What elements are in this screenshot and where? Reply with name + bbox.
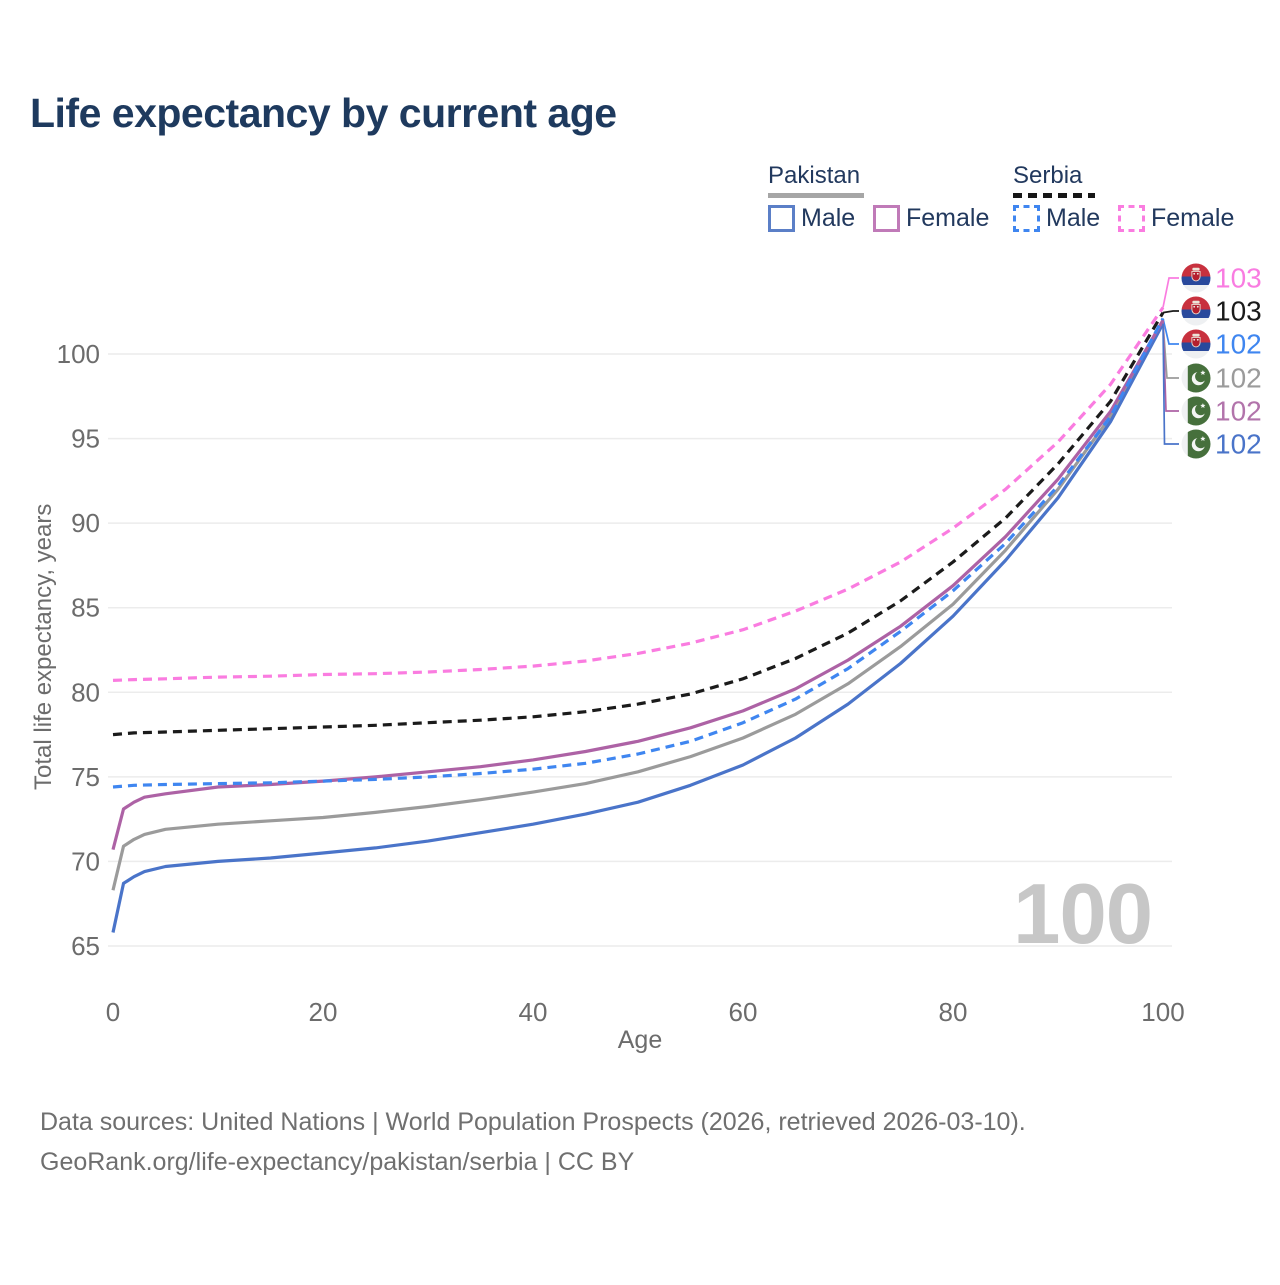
legend-group-pakistan-label: Pakistan (768, 162, 861, 189)
legend-group-pakistan: Pakistan (768, 162, 864, 198)
end-value-label-serbia-all: 103 (1215, 296, 1262, 327)
current-age-watermark: 100 (1013, 867, 1153, 962)
series-line-pakistan-all[interactable] (111, 321, 1165, 891)
x-tick-label-0: 0 (106, 997, 120, 1027)
x-tick-label-60: 60 (729, 997, 758, 1027)
x-tick-label-40: 40 (519, 997, 548, 1027)
legend-item-label: Male (801, 204, 856, 232)
y-tick-label-100: 100 (57, 339, 100, 369)
y-tick-label-80: 80 (71, 677, 100, 707)
legend-item-serbia-male[interactable]: Male (1013, 204, 1100, 233)
y-tick-label-85: 85 (71, 593, 100, 623)
legend-group-serbia-label: Serbia (1013, 162, 1083, 189)
series-line-serbia-female[interactable] (112, 306, 1165, 682)
legend-item-label: Female (1151, 204, 1235, 232)
end-value-label-serbia-male: 102 (1215, 329, 1262, 360)
series-line-serbia-all[interactable] (112, 311, 1165, 737)
legend-item-pakistan-female[interactable]: Female (873, 204, 989, 233)
legend-item-serbia-female[interactable]: Female (1118, 204, 1234, 233)
serbia-male-swatch-icon (1013, 205, 1040, 232)
leader-line-serbia-female (1162, 277, 1179, 308)
y-axis-title: Total life expectancy, years (30, 503, 57, 790)
y-tick-label-75: 75 (71, 762, 100, 792)
legend-item-label: Male (1046, 204, 1101, 232)
serbia-flag-icon (1181, 329, 1211, 359)
footer-data-sources: Data sources: United Nations | World Pop… (40, 1108, 1026, 1136)
leader-line-serbia-male (1162, 318, 1179, 345)
end-value-label-pakistan-female: 102 (1215, 396, 1262, 427)
legend-group-serbia: Serbia (1013, 162, 1095, 198)
pakistan-flag-icon (1181, 363, 1211, 393)
y-tick-label-95: 95 (71, 424, 100, 454)
page-title: Life expectancy by current age (30, 90, 617, 136)
legend-item-label: Female (906, 204, 990, 232)
pakistan-female-swatch-icon (873, 205, 900, 232)
end-value-label-pakistan-male: 102 (1215, 429, 1262, 460)
series-line-pakistan-male[interactable] (111, 322, 1165, 933)
legend-item-pakistan-male[interactable]: Male (768, 204, 855, 233)
end-value-label-serbia-female: 103 (1215, 263, 1262, 294)
pakistan-line-style-sample (768, 193, 864, 198)
series-line-pakistan-female[interactable] (111, 319, 1165, 851)
pakistan-flag-icon (1181, 429, 1211, 459)
series-line-serbia-male[interactable] (112, 317, 1165, 789)
serbia-female-swatch-icon (1118, 205, 1145, 232)
y-tick-label-70: 70 (71, 846, 100, 876)
pakistan-flag-icon (1181, 396, 1211, 426)
footer: Data sources: United Nations | World Pop… (40, 1102, 1026, 1182)
serbia-flag-icon (1181, 296, 1211, 326)
pakistan-male-swatch-icon (768, 205, 795, 232)
x-tick-label-100: 100 (1141, 997, 1184, 1027)
x-tick-label-80: 80 (939, 997, 968, 1027)
serbia-flag-icon (1181, 263, 1211, 293)
x-tick-label-20: 20 (309, 997, 338, 1027)
x-axis-title: Age (617, 1026, 663, 1054)
serbia-line-style-sample (1013, 193, 1095, 198)
leader-line-serbia-all (1162, 310, 1179, 314)
y-tick-label-65: 65 (71, 931, 100, 961)
end-value-label-pakistan-all: 102 (1215, 363, 1262, 394)
footer-attribution: GeoRank.org/life-expectancy/pakistan/ser… (40, 1148, 635, 1176)
y-tick-label-90: 90 (71, 508, 100, 538)
leader-line-pakistan-male (1162, 323, 1179, 445)
